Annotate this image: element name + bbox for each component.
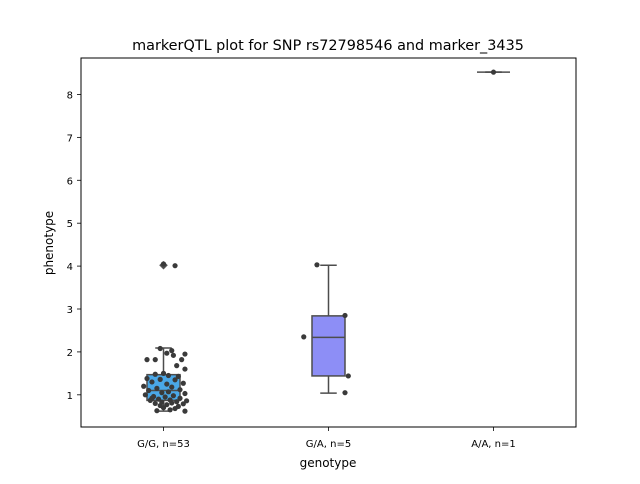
box-iqr — [311, 315, 346, 377]
data-point — [182, 408, 188, 414]
data-point — [157, 345, 163, 352]
data-point — [160, 370, 167, 376]
y-tick-label: 2 — [67, 348, 73, 359]
data-point — [172, 405, 178, 412]
data-point — [164, 350, 170, 356]
y-tick-label: 3 — [67, 305, 73, 316]
data-point — [169, 400, 175, 406]
data-point — [165, 389, 172, 395]
data-point — [154, 408, 160, 414]
data-point — [146, 387, 152, 394]
data-point — [155, 396, 162, 402]
y-tick-label: 1 — [67, 391, 73, 402]
data-point — [142, 392, 148, 398]
data-point — [157, 376, 163, 382]
data-point — [165, 372, 172, 379]
data-point — [169, 348, 175, 354]
data-point — [152, 371, 158, 377]
data-point — [144, 357, 150, 363]
data-point — [160, 405, 167, 411]
y-axis-label: phenotype — [42, 211, 56, 275]
data-point — [144, 375, 150, 382]
data-point — [162, 394, 168, 400]
data-point — [177, 387, 183, 393]
x-tick-label: A/A, n=1 — [471, 439, 516, 450]
y-tick-label: 5 — [67, 219, 73, 230]
data-point — [179, 357, 185, 363]
data-point — [141, 383, 147, 389]
data-point — [182, 366, 188, 372]
y-tick-label: 6 — [67, 176, 73, 187]
data-point — [170, 393, 176, 399]
data-point — [152, 400, 158, 407]
data-point — [152, 357, 158, 363]
data-point — [301, 334, 307, 340]
plot-area — [141, 69, 510, 414]
data-point — [149, 395, 155, 401]
x-tick-label: G/A, n=5 — [306, 439, 351, 450]
box-group-2 — [311, 264, 346, 394]
data-point — [170, 352, 176, 358]
data-point — [182, 351, 188, 357]
data-point — [169, 384, 175, 390]
data-point — [174, 399, 180, 405]
data-point — [164, 381, 170, 387]
data-point — [172, 263, 178, 269]
data-point — [159, 390, 165, 396]
data-point — [149, 379, 155, 385]
data-point — [164, 402, 170, 408]
chart-title: markerQTL plot for SNP rs72798546 and ma… — [132, 38, 524, 54]
data-point — [160, 261, 167, 267]
data-point — [342, 390, 348, 396]
data-point — [490, 69, 497, 75]
x-axis-label: genotype — [300, 456, 357, 470]
data-point — [154, 385, 160, 391]
data-point — [184, 398, 190, 404]
x-tick-label: G/G, n=53 — [137, 439, 190, 450]
data-point — [177, 395, 183, 401]
data-point — [314, 262, 320, 268]
data-point — [342, 312, 348, 319]
data-point — [174, 363, 180, 369]
data-point — [182, 390, 188, 397]
data-point — [180, 380, 186, 386]
y-tick-label: 7 — [67, 133, 73, 144]
y-tick-label: 8 — [67, 90, 73, 101]
data-point — [345, 373, 351, 379]
y-tick-label: 4 — [67, 262, 73, 273]
data-point — [167, 407, 173, 413]
data-point — [172, 377, 178, 383]
data-point — [175, 373, 181, 379]
data-point — [180, 401, 186, 407]
